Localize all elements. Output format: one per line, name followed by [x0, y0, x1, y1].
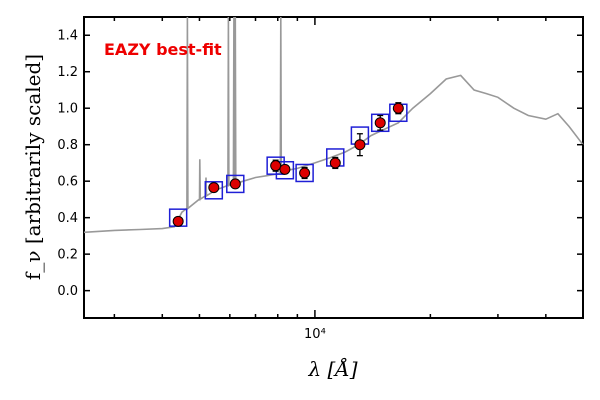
y-tick-label: 0.2 [57, 248, 78, 263]
plot-frame [83, 16, 584, 319]
template-spectrum [83, 16, 584, 234]
model-box [204, 181, 224, 200]
y-tick-label: 1.2 [57, 65, 78, 80]
model-box [295, 163, 314, 183]
observed-point [392, 102, 404, 114]
observed-point [279, 163, 291, 175]
y-tick-labels: 0.0 0.2 0.4 0.6 0.8 1.0 1.2 1.4 [57, 29, 78, 299]
y-tick-label: 1.0 [57, 102, 78, 117]
observed-point [354, 139, 366, 151]
observed-point [208, 182, 220, 194]
model-box [370, 113, 390, 133]
observed-point [270, 160, 282, 172]
observed-point [329, 157, 341, 169]
y-tick-label: 1.4 [57, 29, 78, 44]
observed-point [229, 178, 241, 190]
template-curve [83, 16, 584, 234]
y-tick-label: 0.4 [57, 211, 78, 226]
observed-points [172, 102, 404, 227]
y-tick-label: 0.0 [57, 284, 78, 299]
axis-ticks [84, 17, 584, 318]
observed-point [374, 117, 386, 129]
x-tick-labels: 10⁴ [304, 327, 326, 342]
x-axis-label: λ [Å] [307, 356, 357, 381]
observed-point [172, 215, 184, 227]
y-tick-label: 0.6 [57, 175, 78, 190]
x-tick-label: 10⁴ [304, 327, 326, 342]
y-tick-label: 0.8 [57, 138, 78, 153]
model-box [226, 174, 245, 194]
y-axis-label: f_ν [arbitrarily scaled] [21, 54, 45, 280]
observed-point [299, 167, 311, 179]
chart-annotation: EAZY best-fit [104, 40, 222, 59]
